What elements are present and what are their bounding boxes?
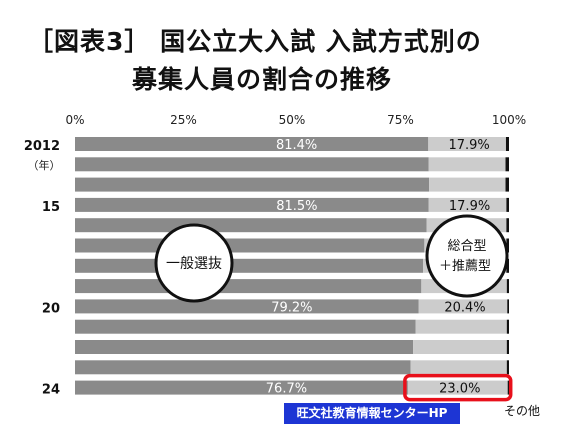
data-label-general: 81.5%: [276, 199, 317, 214]
bar-other: [506, 258, 509, 273]
legend-other-label: その他: [504, 404, 540, 418]
bar-comprehensive: [428, 137, 506, 151]
bar-general: [75, 137, 429, 151]
title-line-2: 募集人員の割合の推移: [132, 65, 393, 94]
bar-general: [75, 279, 422, 294]
legend-comprehensive-circle: [425, 214, 509, 298]
data-label-general: 76.7%: [266, 382, 307, 397]
bar-general: [75, 258, 424, 273]
bar-general: [75, 238, 425, 253]
y-tick-label: 20: [42, 301, 60, 316]
source-credit: 旺文社教育情報センターHP: [284, 403, 460, 424]
bar-comprehensive: [410, 360, 507, 375]
bar-comprehensive: [429, 177, 506, 192]
bar-other: [507, 299, 509, 314]
legend-general-circle: [154, 223, 234, 303]
legend-comprehensive-label-line2: ＋推薦型: [439, 259, 491, 274]
y-tick-label: 15: [42, 200, 60, 215]
bar-general: [75, 380, 408, 395]
bar-general: [75, 177, 430, 192]
x-tick-label: 75%: [387, 113, 414, 127]
x-tick-label: 100%: [492, 113, 526, 127]
bar-other: [506, 319, 509, 334]
data-label-comprehensive: 17.9%: [449, 199, 490, 214]
data-label-comprehensive: 17.9%: [448, 138, 489, 153]
y-tick-label: 24: [42, 383, 60, 398]
legend-general-label: 一般選抜: [166, 256, 222, 272]
highlight-box: [403, 373, 513, 402]
bar-comprehensive: [418, 299, 508, 314]
bar-general: [75, 299, 419, 314]
bar-general: [75, 319, 416, 334]
bar-comprehensive: [428, 157, 506, 172]
data-label-comprehensive: 23.0%: [439, 382, 480, 397]
legend-comprehensive-label-line1: 総合型: [447, 239, 486, 254]
bar-other: [506, 340, 509, 354]
bar-comprehensive: [428, 197, 507, 212]
bar-other: [506, 197, 509, 212]
bar-general: [75, 218, 427, 233]
data-label-comprehensive: 20.4%: [444, 300, 485, 315]
bar-other: [505, 137, 509, 151]
title-line-1: ［図表3］ 国公立大入試 入試方式別の: [28, 27, 482, 56]
x-tick-label: 0%: [65, 113, 84, 127]
bar-general: [75, 157, 429, 172]
y-tick-label: 2012: [24, 139, 60, 154]
bar-other: [506, 360, 509, 375]
data-label-general: 79.2%: [271, 300, 312, 315]
bar-comprehensive: [407, 380, 508, 395]
bar-other: [506, 218, 509, 233]
bar-other: [506, 279, 509, 294]
bar-general: [75, 340, 414, 354]
y-axis-unit: （年）: [28, 158, 61, 172]
bar-general: [75, 197, 429, 212]
bar-other: [507, 380, 509, 395]
bar-other: [505, 157, 509, 172]
bar-other: [506, 238, 509, 253]
bar-general: [75, 360, 411, 375]
bar-comprehensive: [413, 340, 507, 354]
x-tick-label: 25%: [170, 113, 197, 127]
data-label-general: 81.4%: [276, 138, 317, 153]
bar-other: [505, 177, 509, 192]
bar-comprehensive: [415, 319, 507, 334]
x-tick-label: 50%: [279, 113, 306, 127]
